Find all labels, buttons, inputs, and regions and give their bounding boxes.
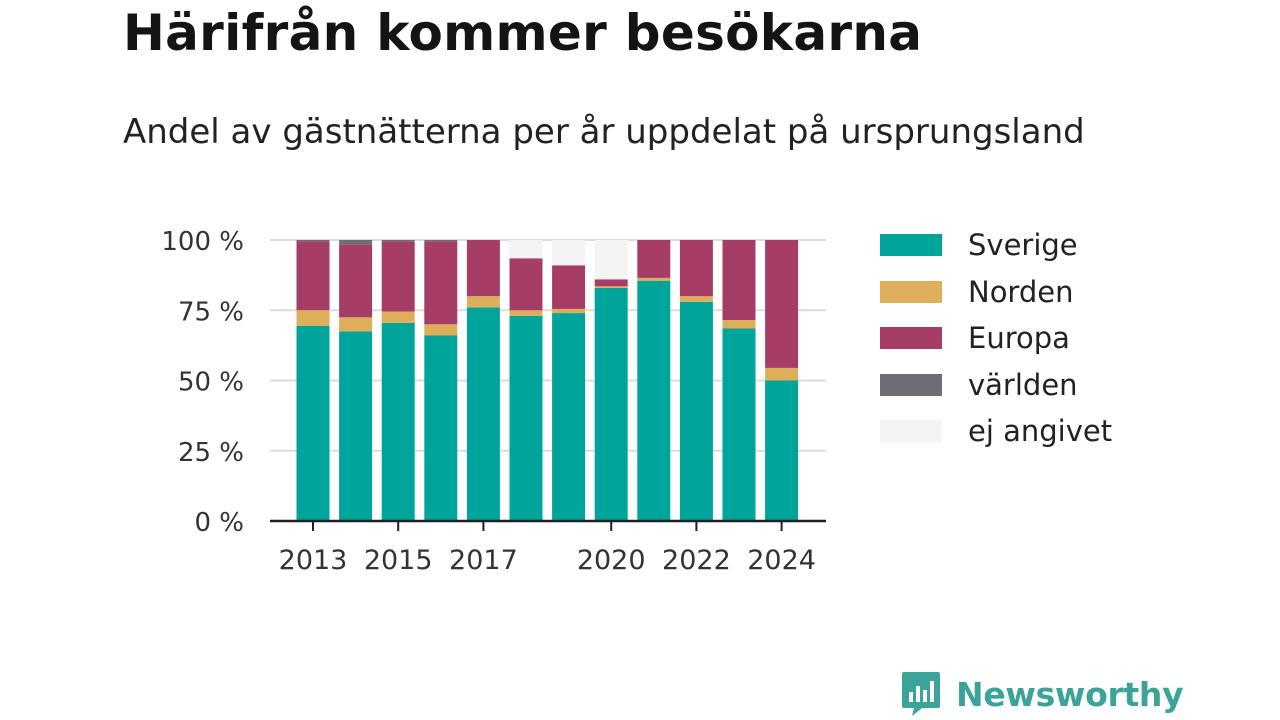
bar-segment bbox=[594, 240, 628, 280]
bar-segment bbox=[637, 277, 671, 281]
bar-segment bbox=[381, 311, 415, 323]
legend-item: ej angivet bbox=[880, 408, 1112, 455]
bar-segment bbox=[509, 258, 543, 311]
bar-segment bbox=[722, 328, 756, 521]
bar-segment bbox=[637, 280, 671, 521]
chart-subtitle: Andel av gästnätterna per år uppdelat på… bbox=[123, 112, 1085, 152]
bar-segment bbox=[296, 240, 330, 242]
legend-label: ej angivet bbox=[968, 414, 1113, 449]
bar-segment bbox=[424, 241, 458, 325]
legend-item: Norden bbox=[880, 269, 1112, 316]
y-tick-label: 0 % bbox=[194, 508, 244, 538]
bar-chart-speech-bubble-icon bbox=[902, 672, 940, 716]
bar-segment bbox=[552, 240, 586, 266]
bar-segment bbox=[339, 240, 373, 245]
bar-segment bbox=[424, 240, 458, 242]
x-tick-label: 2022 bbox=[662, 545, 731, 576]
chart-title: Härifrån kommer besökarna bbox=[123, 4, 923, 62]
legend-label: Norden bbox=[968, 274, 1074, 309]
bar-segment bbox=[381, 322, 415, 521]
bar-segment bbox=[466, 307, 500, 521]
bar-segment bbox=[679, 301, 713, 521]
brand-logo: Newsworthy bbox=[900, 670, 1184, 718]
legend-item: världen bbox=[880, 362, 1112, 409]
bar-segment bbox=[296, 310, 330, 326]
brand-name: Newsworthy bbox=[956, 674, 1184, 714]
bar-segment bbox=[552, 265, 586, 309]
legend-item: Europa bbox=[880, 315, 1112, 362]
x-tick-label: 2017 bbox=[449, 545, 518, 576]
y-tick-label: 50 % bbox=[178, 368, 244, 398]
bar-segment bbox=[509, 315, 543, 521]
bar-segment bbox=[466, 240, 500, 297]
y-tick-label: 100 % bbox=[161, 227, 244, 257]
bar-segment bbox=[722, 320, 756, 329]
bar-segment bbox=[765, 367, 799, 381]
bar-segment bbox=[765, 380, 799, 521]
y-tick-label: 75 % bbox=[178, 297, 244, 327]
bar-segment bbox=[765, 240, 799, 368]
bar-segment bbox=[296, 241, 330, 311]
bar-segment bbox=[424, 324, 458, 336]
bar-segment bbox=[509, 310, 543, 316]
bar-segment bbox=[466, 296, 500, 308]
legend-swatch bbox=[880, 373, 942, 396]
bar-segment bbox=[296, 325, 330, 521]
x-tick-label: 2024 bbox=[747, 545, 816, 576]
legend-swatch bbox=[880, 234, 942, 257]
bar-segment bbox=[381, 240, 415, 242]
legend-label: världen bbox=[968, 367, 1078, 402]
y-tick-label: 25 % bbox=[178, 438, 244, 468]
x-tick-label: 2015 bbox=[364, 545, 433, 576]
bar-segment bbox=[594, 286, 628, 288]
bar-segment bbox=[594, 287, 628, 521]
bar-segment bbox=[679, 240, 713, 297]
bar-segment bbox=[509, 240, 543, 259]
x-tick-label: 2020 bbox=[577, 545, 646, 576]
legend-label: Europa bbox=[968, 321, 1070, 356]
bar-segment bbox=[552, 313, 586, 521]
bar-segment bbox=[339, 317, 373, 332]
legend-swatch bbox=[880, 420, 942, 443]
x-tick-label: 2013 bbox=[279, 545, 348, 576]
bar-segment bbox=[424, 335, 458, 521]
legend-item: Sverige bbox=[880, 222, 1112, 269]
chart-legend: Sverige Norden Europa världen ej angivet bbox=[880, 222, 1112, 455]
bar-segment bbox=[594, 279, 628, 287]
bar-segment bbox=[637, 240, 671, 278]
bar-segment bbox=[679, 296, 713, 302]
bar-segment bbox=[339, 331, 373, 521]
legend-label: Sverige bbox=[968, 228, 1078, 263]
bar-segment bbox=[339, 244, 373, 318]
legend-swatch bbox=[880, 280, 942, 303]
bar-segment bbox=[552, 308, 586, 313]
bar-segment bbox=[722, 240, 756, 321]
legend-swatch bbox=[880, 327, 942, 350]
bar-segment bbox=[381, 241, 415, 312]
